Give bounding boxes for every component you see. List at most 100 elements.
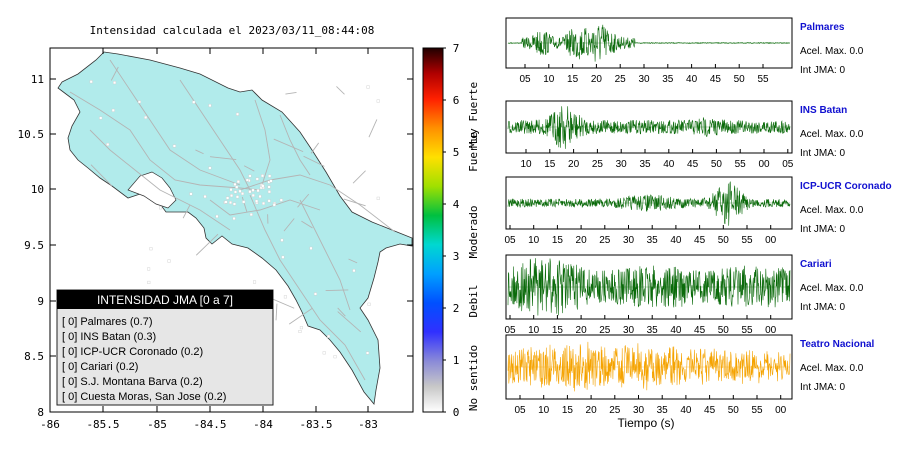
station-marker	[253, 280, 257, 284]
time-tick-label: 10	[520, 159, 532, 170]
station-marker	[233, 182, 237, 186]
station-marker	[255, 199, 259, 203]
station-marker	[111, 108, 115, 112]
station-marker	[89, 80, 93, 84]
station-marker	[226, 196, 230, 200]
time-tick-label: 55	[735, 159, 747, 170]
station-marker	[248, 190, 252, 194]
station-marker	[272, 203, 276, 207]
costa-rica-landmass	[57, 51, 413, 405]
map-title: Intensidad calculada el 2023/03/11_08:44…	[90, 24, 375, 37]
jma-intensity: Int JMA: 0	[800, 148, 845, 159]
station-marker	[232, 217, 236, 221]
time-tick-label: 25	[592, 159, 604, 170]
time-tick-label: 45	[694, 235, 706, 246]
time-tick-label: 35	[639, 159, 651, 170]
station-marker	[144, 115, 148, 119]
legend-item-palmares: [ 0] Palmares (0.7)	[62, 316, 152, 328]
station-marker	[137, 100, 141, 104]
station-marker	[147, 280, 151, 284]
station-marker	[322, 351, 326, 355]
road	[297, 193, 310, 208]
time-tick-label: 55	[741, 235, 753, 246]
station-marker	[215, 214, 219, 218]
station-marker	[251, 193, 255, 197]
road	[209, 199, 321, 216]
time-tick-label: 40	[680, 405, 692, 416]
station-marker	[366, 351, 370, 355]
station-marker	[366, 85, 370, 89]
waveform-trace	[507, 258, 791, 316]
road	[243, 165, 255, 172]
station-marker	[299, 326, 303, 330]
road	[283, 218, 295, 232]
road	[273, 138, 304, 153]
road	[241, 196, 248, 213]
station-marker	[203, 195, 207, 199]
road	[336, 86, 345, 95]
road-network	[69, 59, 396, 381]
time-tick-label: 30	[633, 405, 645, 416]
road	[90, 164, 113, 187]
time-tick-label: 45	[704, 405, 716, 416]
road	[337, 311, 362, 333]
time-tick-label: 05	[504, 325, 516, 336]
station-marker	[352, 269, 356, 273]
time-tick-label: 55	[757, 74, 769, 85]
station-marker	[229, 201, 233, 205]
station-marker	[236, 112, 240, 116]
colorbar: 0 1 2 3 4 5 6 7 Muy Fuerte Fuerte Moderado Debi…	[422, 42, 480, 419]
nicoya-gulf	[127, 171, 177, 209]
time-tick-label: 40	[686, 74, 698, 85]
road	[275, 303, 278, 321]
y-tick-label: 10	[31, 183, 44, 196]
peak-acceleration: Acel. Max. 0.0	[800, 129, 864, 140]
road	[89, 129, 231, 231]
time-tick-label: 35	[647, 325, 659, 336]
station-marker	[232, 202, 236, 206]
road	[303, 155, 325, 167]
colorbar-tick-label: 6	[453, 94, 460, 107]
time-tick-label: 25	[609, 405, 621, 416]
time-tick-label: 50	[728, 405, 740, 416]
colorbar-tick-label: 0	[453, 406, 460, 419]
time-tick-label: 00	[758, 159, 770, 170]
station-marker	[208, 166, 212, 170]
waveform-trace	[507, 181, 791, 226]
colorbar-tick-label: 1	[453, 354, 460, 367]
colorbar-tick-label: 7	[453, 42, 460, 55]
road	[239, 174, 396, 233]
station-marker	[192, 100, 196, 104]
road	[285, 91, 297, 95]
station-marker	[242, 200, 246, 204]
colorbar-tick-label: 2	[453, 302, 460, 315]
legend-item-cuesta-moras: [ 0] Cuesta Moras, San Jose (0.2)	[62, 391, 226, 403]
station-marker	[235, 185, 239, 189]
time-tick-label: 50	[718, 325, 730, 336]
station-marker	[283, 295, 287, 299]
time-tick-label: 15	[544, 159, 556, 170]
x-tick-label: -84	[253, 418, 273, 431]
time-tick-label: 15	[562, 405, 574, 416]
road	[69, 91, 261, 191]
time-tick-label: 05	[782, 159, 794, 170]
station-marker	[267, 190, 271, 194]
time-tick-label: 10	[528, 235, 540, 246]
trace-panel-cariari: 05 10 15 20 25 30 35 40 45 50 55 00 Cariari Acel. Max…	[504, 254, 864, 336]
road	[195, 149, 204, 155]
station-marker	[224, 200, 228, 204]
time-tick-label: 10	[543, 74, 555, 85]
station-marker	[238, 189, 242, 193]
station-marker	[248, 174, 252, 178]
y-tick-label: 10.5	[18, 128, 45, 141]
peak-acceleration: Acel. Max. 0.0	[800, 283, 864, 294]
road	[352, 170, 366, 184]
time-tick-label: 45	[687, 159, 699, 170]
time-tick-label: 15	[552, 235, 564, 246]
station-marker	[298, 329, 302, 333]
road	[195, 233, 219, 256]
trace-panel-icp-ucr-coronado: 05 10 15 20 25 30 35 40 45 50 55 00 ICP-UCR Coronado…	[504, 176, 892, 246]
legend-item-icp-ucr-coronado: [ 0] ICP-UCR Coronado (0.2)	[62, 346, 203, 358]
station-marker	[255, 177, 259, 181]
